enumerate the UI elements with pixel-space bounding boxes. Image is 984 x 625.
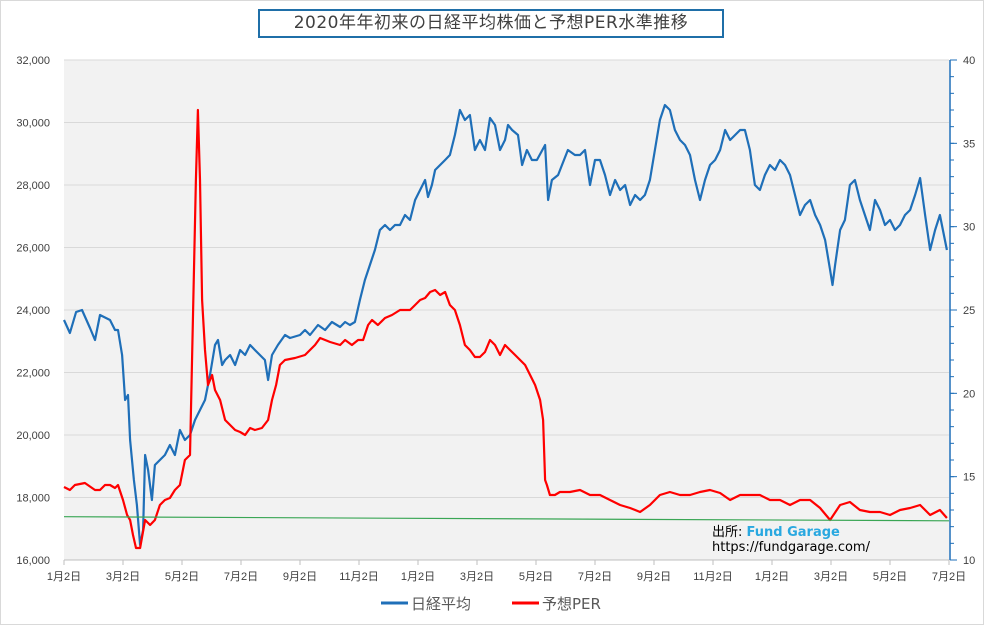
x-axis-tick-label: 3月2日 <box>106 571 140 583</box>
x-axis-tick-label: 11月2日 <box>339 571 379 583</box>
x-axis-tick-label: 11月2日 <box>693 571 733 583</box>
right-axis-tick-label: 40 <box>963 55 975 67</box>
right-axis-tick-label: 30 <box>963 222 975 234</box>
x-axis-tick-label: 1月2日 <box>47 571 81 583</box>
left-axis-tick-label: 32,000 <box>16 55 50 67</box>
right-axis-tick-label: 25 <box>963 305 975 317</box>
x-axis-tick-label: 9月2日 <box>283 571 317 583</box>
legend: 日経平均 予想PER <box>381 595 601 613</box>
left-axis-tick-label: 26,000 <box>16 243 50 255</box>
legend-label: 予想PER <box>542 595 601 613</box>
left-axis-tick-label: 20,000 <box>16 430 50 442</box>
right-axis-tick-label: 10 <box>963 555 975 567</box>
per-series-line <box>63 108 948 550</box>
left-axis-tick-label: 18,000 <box>16 493 50 505</box>
source-url: https://fundgarage.com/ <box>712 540 870 555</box>
right-axis-tick-label: 15 <box>963 472 975 484</box>
left-axis-tick-label: 24,000 <box>16 305 50 317</box>
x-axis-tick-label: 7月2日 <box>932 571 966 583</box>
left-axis-tick-label: 16,000 <box>16 555 50 567</box>
right-axis-tick-label: 35 <box>963 138 975 150</box>
source-label: 出所: Fund Garage <box>712 521 840 540</box>
x-axis-tick-label: 5月2日 <box>519 571 553 583</box>
right-axis-tick-label: 20 <box>963 388 975 400</box>
legend-label: 日経平均 <box>411 595 471 613</box>
x-axis-tick-label: 1月2日 <box>755 571 789 583</box>
x-axis-tick-label: 3月2日 <box>814 571 848 583</box>
x-axis-tick-label: 9月2日 <box>637 571 671 583</box>
left-axis-tick-label: 28,000 <box>16 180 50 192</box>
x-axis-tick-label: 5月2日 <box>873 571 907 583</box>
source-brand: Fund Garage <box>746 525 840 540</box>
chart-title: 2020年年初来の日経平均株価と予想PER水準推移 <box>258 9 724 38</box>
x-axis-tick-label: 3月2日 <box>460 571 494 583</box>
x-axis-tick-label: 7月2日 <box>224 571 258 583</box>
x-axis-tick-label: 5月2日 <box>165 571 199 583</box>
x-axis-tick-label: 1月2日 <box>401 571 435 583</box>
left-axis-tick-label: 22,000 <box>16 368 50 380</box>
x-axis-tick-label: 7月2日 <box>578 571 612 583</box>
nikkei-series-line <box>62 103 948 547</box>
source-prefix: 出所: <box>712 525 743 540</box>
trend-line <box>63 516 950 522</box>
left-axis-tick-label: 30,000 <box>16 118 50 130</box>
